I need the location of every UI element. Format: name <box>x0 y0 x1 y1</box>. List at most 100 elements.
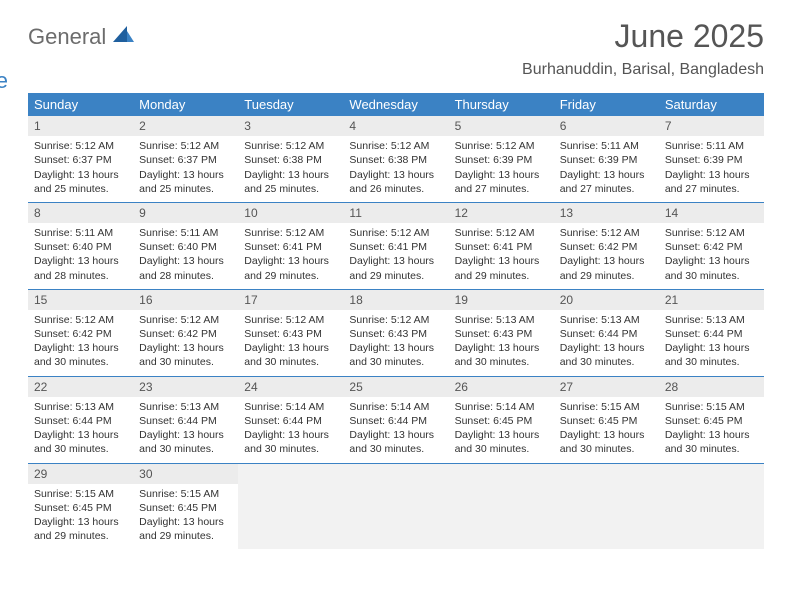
daylight-text-2: and 30 minutes. <box>349 355 442 369</box>
sunrise-text: Sunrise: 5:11 AM <box>34 226 127 240</box>
day-body: Sunrise: 5:15 AMSunset: 6:45 PMDaylight:… <box>133 484 238 550</box>
day-body: Sunrise: 5:12 AMSunset: 6:41 PMDaylight:… <box>238 223 343 289</box>
day-cell: 23Sunrise: 5:13 AMSunset: 6:44 PMDayligh… <box>133 377 238 463</box>
daylight-text-2: and 27 minutes. <box>560 182 653 196</box>
day-cell: 14Sunrise: 5:12 AMSunset: 6:42 PMDayligh… <box>659 203 764 289</box>
week-row: 1Sunrise: 5:12 AMSunset: 6:37 PMDaylight… <box>28 116 764 203</box>
day-body: Sunrise: 5:13 AMSunset: 6:44 PMDaylight:… <box>133 397 238 463</box>
day-cell: 3Sunrise: 5:12 AMSunset: 6:38 PMDaylight… <box>238 116 343 202</box>
day-number: 8 <box>28 203 133 223</box>
sunset-text: Sunset: 6:42 PM <box>34 327 127 341</box>
day-body: Sunrise: 5:12 AMSunset: 6:43 PMDaylight:… <box>238 310 343 376</box>
week-row: 15Sunrise: 5:12 AMSunset: 6:42 PMDayligh… <box>28 290 764 377</box>
sunrise-text: Sunrise: 5:13 AM <box>455 313 548 327</box>
day-body: Sunrise: 5:12 AMSunset: 6:38 PMDaylight:… <box>238 136 343 202</box>
sunset-text: Sunset: 6:40 PM <box>34 240 127 254</box>
day-cell: 22Sunrise: 5:13 AMSunset: 6:44 PMDayligh… <box>28 377 133 463</box>
daylight-text-1: Daylight: 13 hours <box>665 168 758 182</box>
day-body: Sunrise: 5:11 AMSunset: 6:40 PMDaylight:… <box>28 223 133 289</box>
day-number: 13 <box>554 203 659 223</box>
sunrise-text: Sunrise: 5:13 AM <box>34 400 127 414</box>
daylight-text-2: and 30 minutes. <box>560 442 653 456</box>
day-number: 26 <box>449 377 554 397</box>
daylight-text-1: Daylight: 13 hours <box>560 254 653 268</box>
daylight-text-1: Daylight: 13 hours <box>139 168 232 182</box>
day-number: 3 <box>238 116 343 136</box>
daylight-text-2: and 30 minutes. <box>139 355 232 369</box>
empty-cell <box>343 464 448 550</box>
day-cell: 15Sunrise: 5:12 AMSunset: 6:42 PMDayligh… <box>28 290 133 376</box>
day-body: Sunrise: 5:13 AMSunset: 6:44 PMDaylight:… <box>659 310 764 376</box>
day-cell: 17Sunrise: 5:12 AMSunset: 6:43 PMDayligh… <box>238 290 343 376</box>
day-body: Sunrise: 5:15 AMSunset: 6:45 PMDaylight:… <box>659 397 764 463</box>
day-body: Sunrise: 5:12 AMSunset: 6:38 PMDaylight:… <box>343 136 448 202</box>
daylight-text-1: Daylight: 13 hours <box>665 428 758 442</box>
day-cell: 29Sunrise: 5:15 AMSunset: 6:45 PMDayligh… <box>28 464 133 550</box>
day-body: Sunrise: 5:12 AMSunset: 6:42 PMDaylight:… <box>133 310 238 376</box>
sunset-text: Sunset: 6:44 PM <box>139 414 232 428</box>
daylight-text-1: Daylight: 13 hours <box>560 341 653 355</box>
daylight-text-1: Daylight: 13 hours <box>139 341 232 355</box>
weekday-friday: Friday <box>554 93 659 116</box>
day-cell: 25Sunrise: 5:14 AMSunset: 6:44 PMDayligh… <box>343 377 448 463</box>
day-cell: 7Sunrise: 5:11 AMSunset: 6:39 PMDaylight… <box>659 116 764 202</box>
daylight-text-2: and 25 minutes. <box>139 182 232 196</box>
daylight-text-2: and 25 minutes. <box>34 182 127 196</box>
sunset-text: Sunset: 6:44 PM <box>244 414 337 428</box>
sunset-text: Sunset: 6:45 PM <box>560 414 653 428</box>
daylight-text-2: and 29 minutes. <box>560 269 653 283</box>
day-number: 21 <box>659 290 764 310</box>
daylight-text-1: Daylight: 13 hours <box>139 254 232 268</box>
daylight-text-1: Daylight: 13 hours <box>139 515 232 529</box>
day-cell: 12Sunrise: 5:12 AMSunset: 6:41 PMDayligh… <box>449 203 554 289</box>
weeks-container: 1Sunrise: 5:12 AMSunset: 6:37 PMDaylight… <box>28 116 764 549</box>
day-cell: 5Sunrise: 5:12 AMSunset: 6:39 PMDaylight… <box>449 116 554 202</box>
daylight-text-2: and 30 minutes. <box>560 355 653 369</box>
sunset-text: Sunset: 6:45 PM <box>665 414 758 428</box>
sunset-text: Sunset: 6:39 PM <box>665 153 758 167</box>
day-cell: 6Sunrise: 5:11 AMSunset: 6:39 PMDaylight… <box>554 116 659 202</box>
day-body: Sunrise: 5:13 AMSunset: 6:43 PMDaylight:… <box>449 310 554 376</box>
sunrise-text: Sunrise: 5:15 AM <box>560 400 653 414</box>
day-cell: 10Sunrise: 5:12 AMSunset: 6:41 PMDayligh… <box>238 203 343 289</box>
day-body: Sunrise: 5:14 AMSunset: 6:44 PMDaylight:… <box>238 397 343 463</box>
sunrise-text: Sunrise: 5:15 AM <box>139 487 232 501</box>
day-cell: 28Sunrise: 5:15 AMSunset: 6:45 PMDayligh… <box>659 377 764 463</box>
day-number: 6 <box>554 116 659 136</box>
day-number: 25 <box>343 377 448 397</box>
sunset-text: Sunset: 6:38 PM <box>349 153 442 167</box>
daylight-text-2: and 26 minutes. <box>349 182 442 196</box>
sunset-text: Sunset: 6:41 PM <box>455 240 548 254</box>
day-number: 12 <box>449 203 554 223</box>
sail-icon <box>111 24 135 49</box>
sunrise-text: Sunrise: 5:12 AM <box>665 226 758 240</box>
weekday-header-row: SundayMondayTuesdayWednesdayThursdayFrid… <box>28 93 764 116</box>
day-number: 17 <box>238 290 343 310</box>
daylight-text-1: Daylight: 13 hours <box>349 341 442 355</box>
day-cell: 1Sunrise: 5:12 AMSunset: 6:37 PMDaylight… <box>28 116 133 202</box>
week-row: 8Sunrise: 5:11 AMSunset: 6:40 PMDaylight… <box>28 203 764 290</box>
day-number: 30 <box>133 464 238 484</box>
brand-logo: General Blue <box>28 24 135 76</box>
sunrise-text: Sunrise: 5:12 AM <box>349 226 442 240</box>
day-number: 11 <box>343 203 448 223</box>
daylight-text-2: and 27 minutes. <box>665 182 758 196</box>
day-cell: 27Sunrise: 5:15 AMSunset: 6:45 PMDayligh… <box>554 377 659 463</box>
day-body: Sunrise: 5:11 AMSunset: 6:40 PMDaylight:… <box>133 223 238 289</box>
empty-cell <box>554 464 659 550</box>
day-number: 23 <box>133 377 238 397</box>
day-number: 27 <box>554 377 659 397</box>
sunrise-text: Sunrise: 5:14 AM <box>244 400 337 414</box>
day-number: 14 <box>659 203 764 223</box>
sunrise-text: Sunrise: 5:14 AM <box>349 400 442 414</box>
day-cell: 13Sunrise: 5:12 AMSunset: 6:42 PMDayligh… <box>554 203 659 289</box>
day-body: Sunrise: 5:15 AMSunset: 6:45 PMDaylight:… <box>554 397 659 463</box>
sunrise-text: Sunrise: 5:12 AM <box>455 139 548 153</box>
day-cell: 8Sunrise: 5:11 AMSunset: 6:40 PMDaylight… <box>28 203 133 289</box>
sunset-text: Sunset: 6:44 PM <box>34 414 127 428</box>
day-number: 24 <box>238 377 343 397</box>
sunset-text: Sunset: 6:45 PM <box>139 501 232 515</box>
sunset-text: Sunset: 6:43 PM <box>244 327 337 341</box>
daylight-text-1: Daylight: 13 hours <box>455 254 548 268</box>
sunset-text: Sunset: 6:38 PM <box>244 153 337 167</box>
